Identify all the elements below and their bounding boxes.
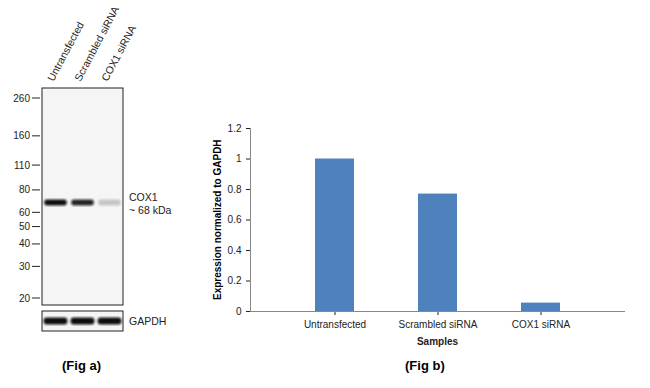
svg-text:80: 80	[19, 184, 31, 195]
svg-text:COX1: COX1	[129, 191, 158, 203]
svg-text:20: 20	[19, 293, 31, 304]
svg-text:1: 1	[236, 153, 242, 164]
svg-text:0.8: 0.8	[228, 184, 242, 195]
svg-text:0: 0	[236, 306, 242, 317]
svg-text:1.2: 1.2	[228, 123, 242, 134]
svg-text:COX1 siRNA: COX1 siRNA	[512, 319, 571, 330]
svg-text:COX1 siRNA: COX1 siRNA	[99, 23, 138, 83]
svg-text:50: 50	[19, 221, 31, 232]
svg-text:60: 60	[19, 207, 31, 218]
svg-text:40: 40	[19, 238, 31, 249]
svg-text:Untransfected: Untransfected	[44, 19, 86, 83]
svg-text:0.6: 0.6	[228, 214, 242, 225]
html-text:(Fig a): (Fig a)	[62, 358, 101, 373]
svg-text:GAPDH: GAPDH	[129, 315, 166, 327]
svg-text:0.4: 0.4	[228, 245, 242, 256]
svg-text:110: 110	[14, 160, 30, 171]
svg-text:30: 30	[19, 261, 31, 272]
svg-text:Untransfected: Untransfected	[304, 319, 366, 330]
svg-text:Scrambled siRNA: Scrambled siRNA	[71, 4, 122, 83]
svg-text:Scrambled siRNA: Scrambled siRNA	[399, 319, 478, 330]
svg-text:260: 260	[13, 93, 30, 104]
svg-text:160: 160	[13, 130, 30, 141]
svg-text:0.2: 0.2	[228, 275, 242, 286]
html-text:Expression normalized to GAPDH: Expression normalized to GAPDH	[212, 139, 223, 300]
html-text:(Fig b): (Fig b)	[405, 358, 445, 373]
svg-text:~ 68 kDa: ~ 68 kDa	[129, 204, 171, 216]
svg-text:Samples: Samples	[417, 336, 459, 347]
